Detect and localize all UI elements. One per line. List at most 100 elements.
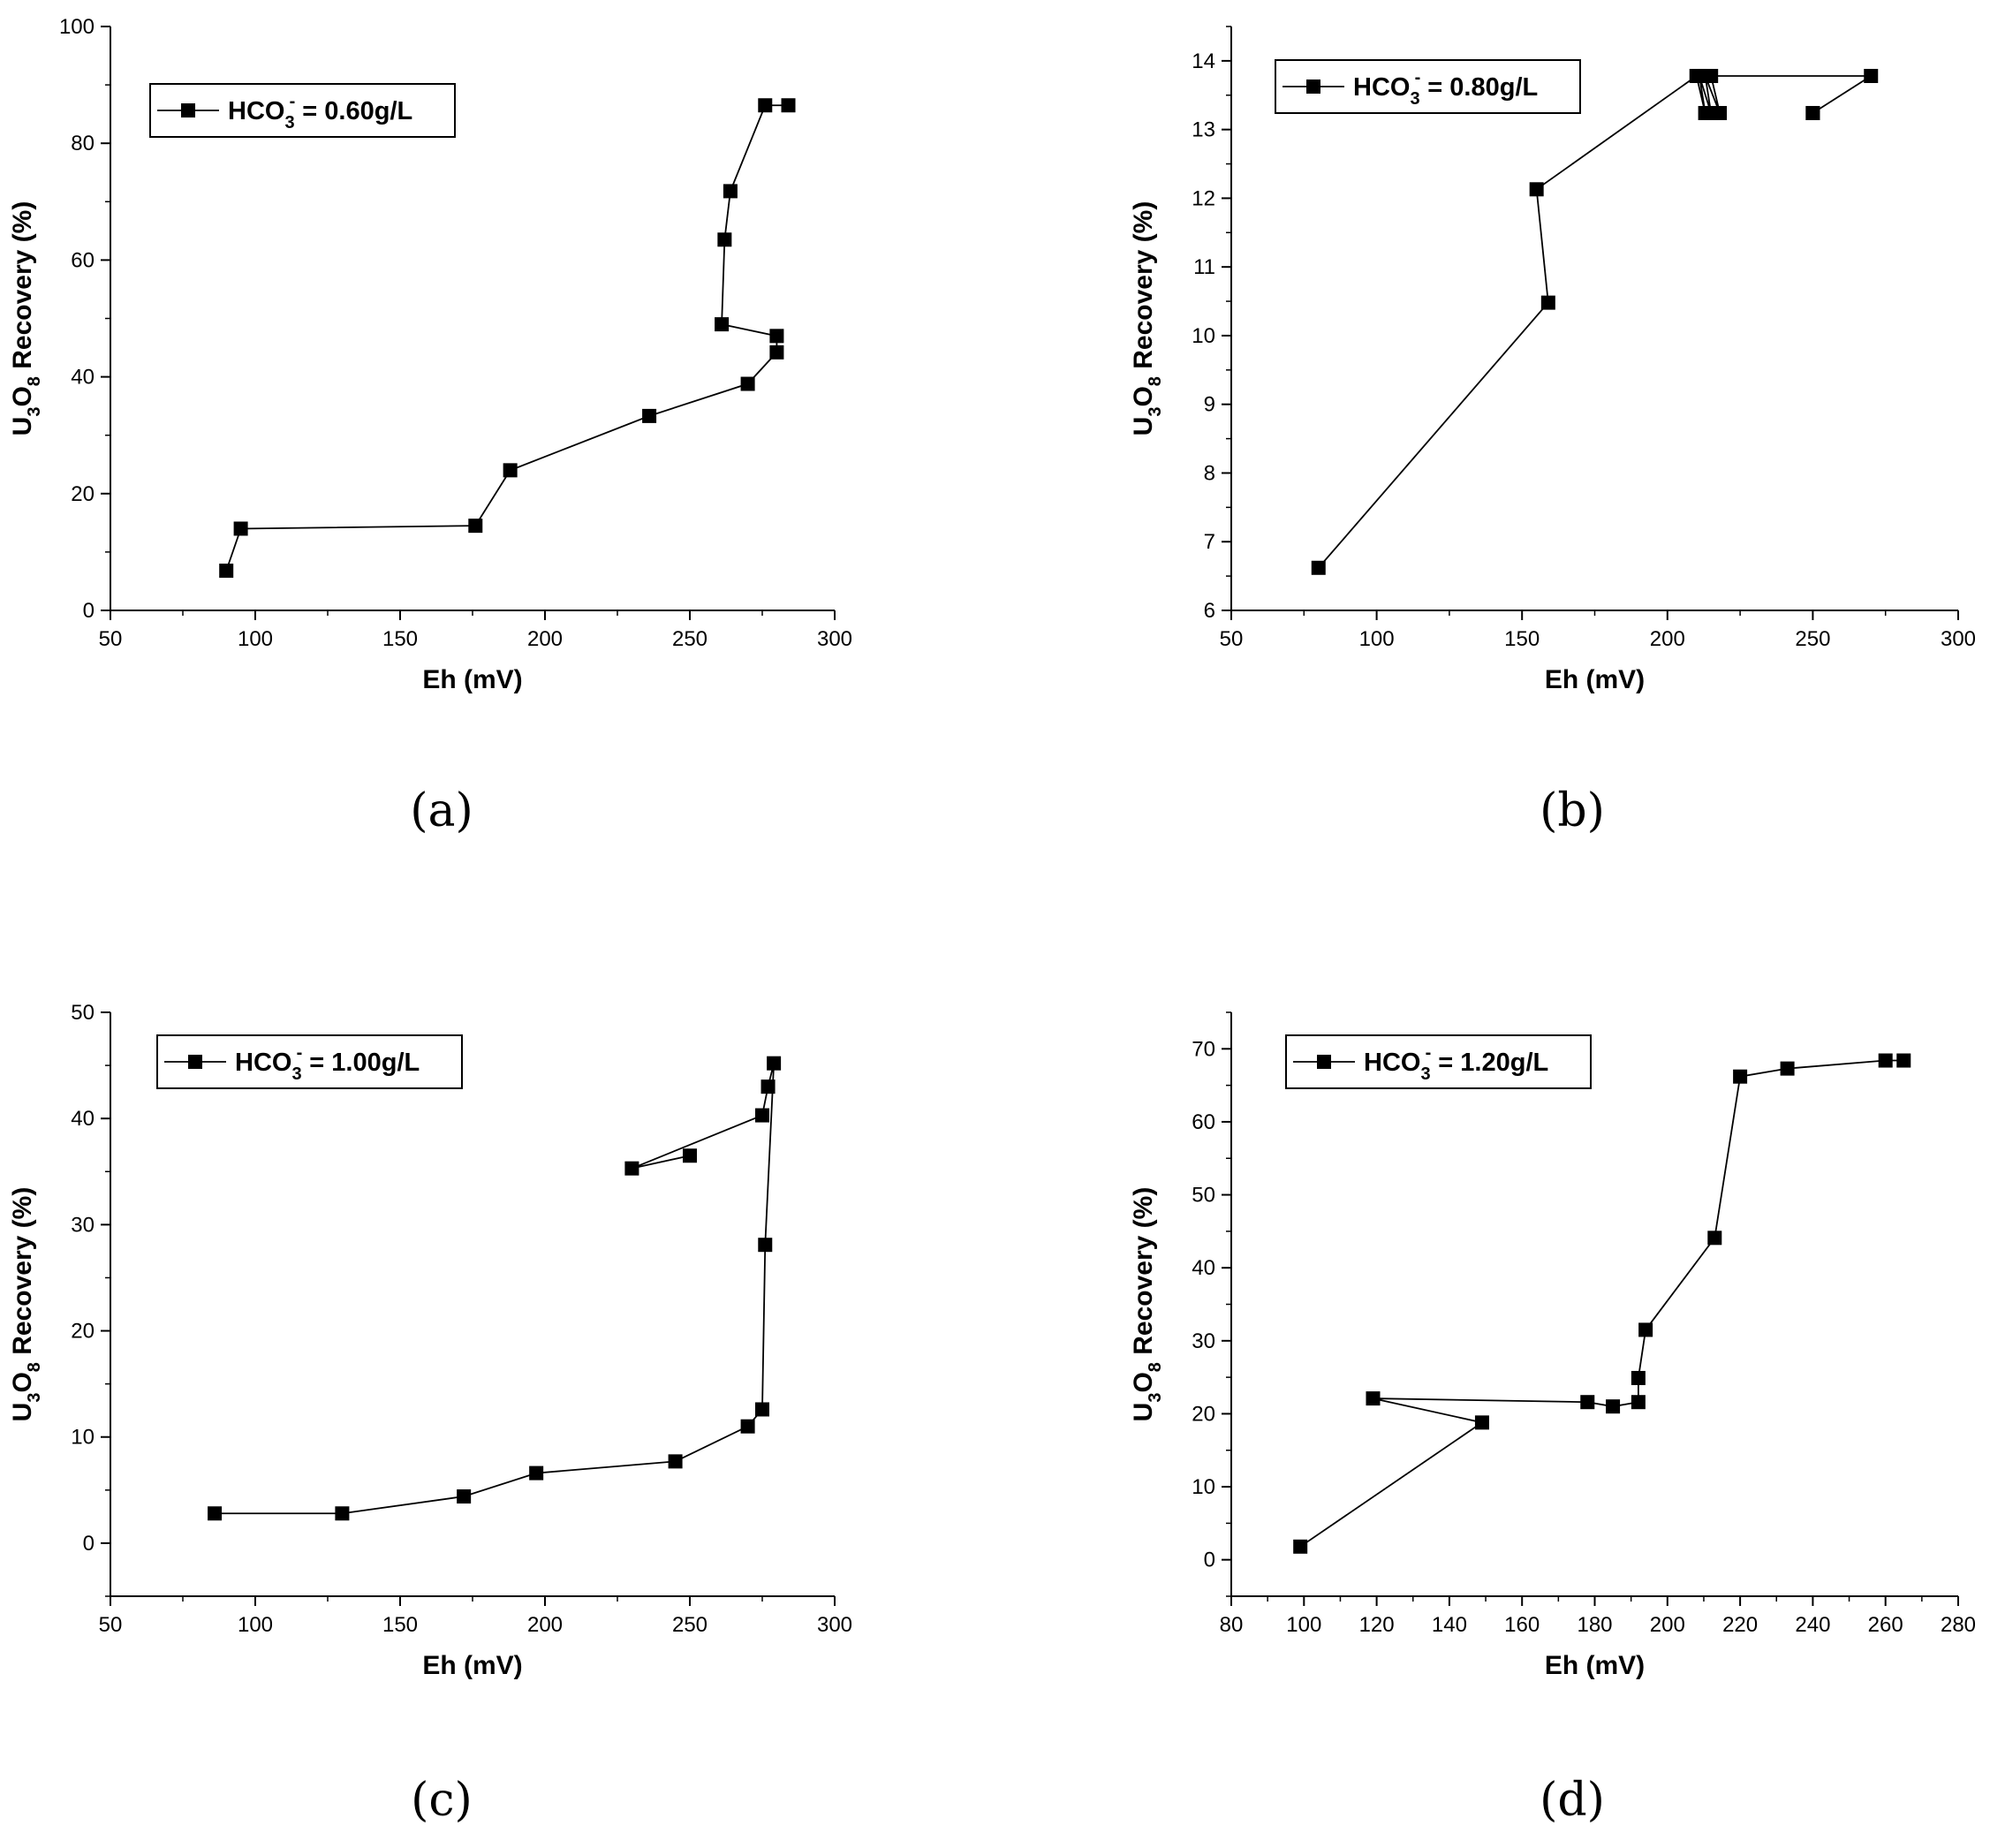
data-point [335,1506,350,1521]
y-tick-label: 0 [83,599,95,623]
legend-marker [188,1055,202,1069]
x-axis-title: Eh (mV) [1545,665,1645,694]
x-tick-label: 100 [1286,1613,1321,1637]
y-tick-label: 100 [59,15,95,39]
chart-panel-c: 50 100 150 200 250 300 0 10 20 30 40 50 Eh (mV) U3O8 … [8,1001,852,1827]
data-point [668,1454,683,1469]
data-point [755,1108,769,1123]
data-point [740,1419,755,1434]
legend-marker [1317,1055,1331,1069]
y-tick-label: 10 [1192,1475,1215,1499]
y-tick-label: 13 [1192,118,1215,142]
panel-label: (b) [1540,784,1605,837]
x-tick-label: 100 [238,1613,273,1637]
y-tick-label: 8 [1204,461,1215,485]
data-point [529,1466,544,1481]
legend-label: HCO3- = 0.80g/L [1353,68,1538,109]
data-point [208,1506,223,1521]
y-tick-label: 40 [1192,1256,1215,1280]
legend: HCO3- = 0.80g/L [1275,59,1581,114]
legend: HCO3- = 1.00g/L [156,1034,463,1089]
y-tick-label: 80 [71,132,95,155]
y-tick-label: 40 [71,1107,95,1131]
y-tick-label: 40 [71,366,95,390]
x-axis-title: Eh (mV) [1545,1651,1645,1680]
data-point [1864,68,1879,83]
y-tick-label: 12 [1192,186,1215,210]
data-point [503,463,518,478]
x-tick-label: 180 [1577,1613,1612,1637]
legend-marker [1306,80,1320,94]
data-point [1878,1053,1893,1068]
legend-label: HCO3- = 1.00g/L [235,1043,420,1084]
x-tick-label: 250 [672,627,707,651]
x-tick-label: 50 [99,627,123,651]
x-tick-label: 250 [1795,627,1830,651]
data-point [1896,1053,1911,1068]
x-axis-title: Eh (mV) [422,1651,522,1680]
data-point [1540,295,1555,310]
legend: HCO3- = 1.20g/L [1285,1034,1592,1089]
y-tick-label: 60 [1192,1110,1215,1134]
x-tick-label: 160 [1504,1613,1540,1637]
chart-panel-d: 80 100 120 140 160 180 200 220 240 260 280 0 10 20 30 4… [1129,1011,1976,1827]
y-axis-title: U3O8 Recovery (%) [8,1187,44,1422]
y-axis-title: U3O8 Recovery (%) [1129,1187,1165,1422]
x-tick-label: 300 [817,627,852,651]
data-point [1780,1061,1795,1076]
data-point [642,408,657,423]
data-point [1733,1069,1748,1084]
data-point [1631,1395,1646,1410]
x-tick-label: 260 [1868,1613,1903,1637]
panel-label: (d) [1540,1774,1605,1827]
x-tick-label: 280 [1941,1613,1976,1637]
series-line [225,104,789,572]
data-point [1631,1370,1646,1385]
x-tick-label: 240 [1795,1613,1830,1637]
y-tick-label: 20 [1192,1402,1215,1426]
series-line [1299,1059,1904,1548]
y-tick-label: 0 [83,1532,95,1556]
y-tick-label: 9 [1204,393,1215,417]
x-tick-label: 250 [672,1613,707,1637]
data-point [683,1148,697,1163]
data-point [755,1402,769,1417]
data-point [715,317,730,332]
y-tick-label: 60 [71,248,95,272]
data-point [1529,182,1544,197]
data-point [769,345,784,360]
y-tick-label: 30 [1192,1329,1215,1353]
data-point [781,98,796,113]
x-tick-label: 200 [1650,627,1685,651]
y-tick-label: 70 [1192,1037,1215,1061]
x-tick-label: 150 [382,627,418,651]
x-tick-label: 50 [99,1613,123,1637]
data-point [1606,1399,1621,1414]
y-tick-label: 6 [1204,599,1215,623]
y-tick-label: 10 [71,1426,95,1450]
data-point [1713,105,1728,120]
data-point [758,1238,773,1253]
y-tick-label: 14 [1192,49,1215,73]
y-tick-label: 7 [1204,530,1215,554]
data-point [457,1489,472,1504]
y-axis-title: U3O8 Recovery (%) [1129,201,1165,436]
data-point [219,564,234,579]
y-tick-label: 30 [71,1213,95,1237]
x-tick-label: 50 [1220,627,1244,651]
y-tick-label: 20 [71,482,95,506]
y-axis-title: U3O8 Recovery (%) [8,201,44,436]
x-tick-label: 300 [1941,627,1976,651]
series-line [1318,74,1874,569]
panel-label: (a) [410,784,473,837]
x-tick-label: 300 [817,1613,852,1637]
x-tick-label: 220 [1722,1613,1758,1637]
data-point [758,98,773,113]
x-tick-label: 150 [382,1613,418,1637]
data-point [740,376,755,391]
data-point [1580,1395,1595,1410]
series-line [215,1063,776,1515]
x-tick-label: 150 [1504,627,1540,651]
y-tick-label: 50 [1192,1184,1215,1208]
